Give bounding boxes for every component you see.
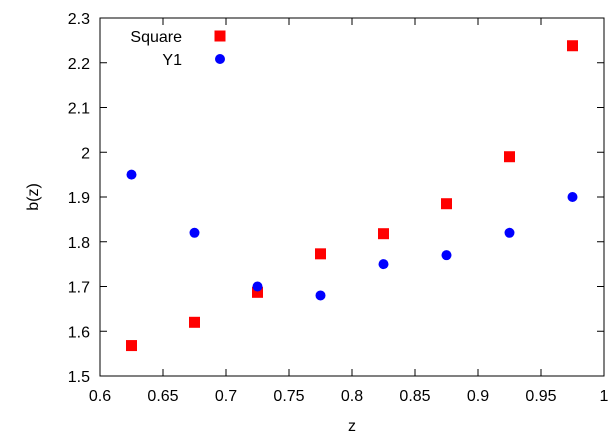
x-tick-label: 0.7 [215,388,237,405]
plot-frame [99,17,605,377]
square-point [126,340,137,352]
y-tick-label: 2.2 [68,56,90,73]
legend-label-square: Square [130,29,182,46]
legend-marker-square [214,30,226,42]
x-tick-label: 0.95 [525,388,556,405]
square-point [504,151,515,163]
square-point [567,40,578,52]
x-tick-label: 0.9 [467,388,489,405]
x-tick-label: 0.6 [89,388,111,405]
y-tick-label: 1.5 [68,369,90,386]
y1-point [252,281,263,292]
y-tick-label: 1.7 [68,280,90,297]
y1-point [504,227,515,238]
y1-point [441,250,452,261]
y-tick-label: 1.6 [68,324,90,341]
square-point [189,316,200,328]
square-point [441,198,452,210]
legend-label-y1: Y1 [162,52,182,69]
tick-group [99,17,605,377]
x-tick-label: 0.75 [273,388,304,405]
y-tick-label: 1.9 [68,190,90,207]
legend: Square Y1 [130,29,226,69]
y-tick-label: 2.1 [68,101,90,118]
x-tick-label: 0.8 [341,388,363,405]
x-axis-title: z [348,418,356,433]
data-mark-group [126,40,578,352]
square-point [315,248,326,260]
x-tick-label: 0.85 [399,388,430,405]
y1-point [567,192,578,202]
y-tick-label: 2 [81,145,90,162]
y-tick-label: 2.3 [68,11,90,28]
tick-label-group: 0.6 0.65 0.7 0.75 0.8 0.85 0.9 0.95 1 1.5 1.6 1.7 1.… [68,11,609,405]
legend-marker-y1 [215,54,225,64]
y-axis-title: b(z) [25,183,42,211]
square-point [378,228,389,240]
x-tick-label: 1 [600,388,609,405]
y1-point [378,259,389,270]
y1-point [189,227,200,238]
square-point [252,286,263,298]
y1-point [315,290,326,301]
y-tick-label: 1.8 [68,235,90,252]
y1-point [126,169,137,180]
x-tick-label: 0.65 [147,388,178,405]
